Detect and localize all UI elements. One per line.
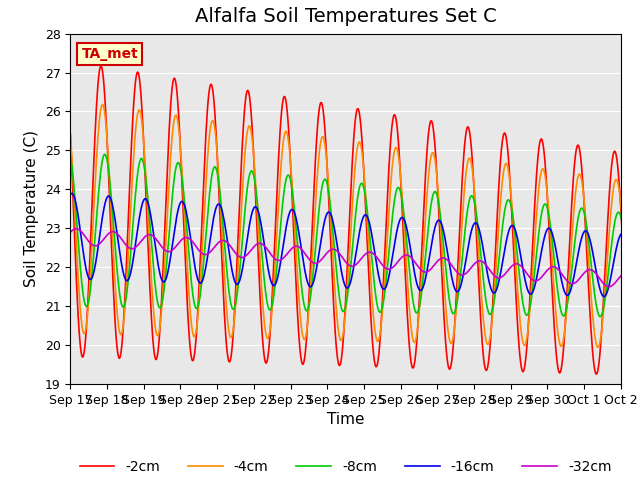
-16cm <box>426 254 433 260</box>
-16cm <box>296 232 303 238</box>
-32cm <box>273 257 281 263</box>
-2cm <box>426 123 433 129</box>
-8cm <box>458 254 466 260</box>
-8cm <box>633 314 640 320</box>
-32cm <box>426 267 433 273</box>
Line: -16cm: -16cm <box>70 193 640 298</box>
Title: Alfalfa Soil Temperatures Set C: Alfalfa Soil Temperatures Set C <box>195 8 497 26</box>
-8cm <box>244 180 252 186</box>
-32cm <box>67 229 74 235</box>
Line: -8cm: -8cm <box>70 154 640 317</box>
-4cm <box>273 227 281 232</box>
-4cm <box>296 300 303 306</box>
-16cm <box>637 295 640 300</box>
-4cm <box>458 216 466 221</box>
-8cm <box>273 262 281 268</box>
-4cm <box>244 125 252 131</box>
-32cm <box>244 251 252 257</box>
Line: -4cm: -4cm <box>70 105 640 348</box>
-4cm <box>99 102 106 108</box>
-4cm <box>67 131 74 137</box>
-16cm <box>458 276 466 282</box>
-2cm <box>244 87 252 93</box>
-16cm <box>244 231 252 237</box>
-32cm <box>296 244 303 250</box>
-16cm <box>136 211 144 217</box>
-8cm <box>296 261 303 267</box>
-2cm <box>273 186 281 192</box>
Line: -2cm: -2cm <box>70 66 640 375</box>
-4cm <box>630 346 638 351</box>
-2cm <box>67 132 74 138</box>
Legend: -2cm, -4cm, -8cm, -16cm, -32cm: -2cm, -4cm, -8cm, -16cm, -32cm <box>74 454 617 479</box>
-16cm <box>68 191 76 196</box>
X-axis label: Time: Time <box>327 412 364 427</box>
Line: -32cm: -32cm <box>70 229 640 289</box>
-8cm <box>136 157 144 163</box>
-32cm <box>73 226 81 232</box>
Text: TA_met: TA_met <box>81 47 138 61</box>
Y-axis label: Soil Temperature (C): Soil Temperature (C) <box>24 130 39 288</box>
-2cm <box>136 81 144 87</box>
-32cm <box>458 272 466 278</box>
-2cm <box>629 372 637 378</box>
-16cm <box>273 277 281 283</box>
-2cm <box>97 63 105 69</box>
-8cm <box>101 151 109 157</box>
-8cm <box>67 154 74 159</box>
-2cm <box>458 175 466 180</box>
-32cm <box>136 240 144 245</box>
-16cm <box>67 192 74 198</box>
-4cm <box>426 165 433 170</box>
-2cm <box>296 338 303 344</box>
-8cm <box>426 215 433 220</box>
-4cm <box>136 108 144 114</box>
